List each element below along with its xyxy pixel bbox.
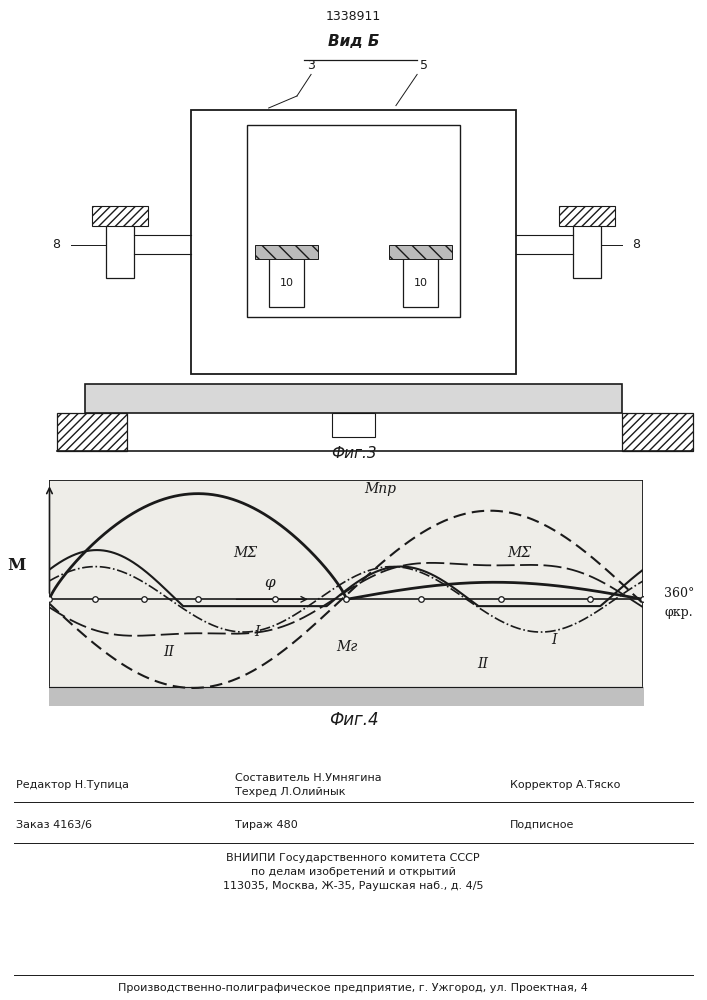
Text: М: М — [7, 557, 25, 574]
Bar — [255, 245, 318, 259]
Text: Тираж 480: Тираж 480 — [235, 820, 298, 830]
Bar — [403, 250, 438, 307]
Bar — [106, 211, 134, 278]
Bar — [269, 250, 304, 307]
Text: Мг: Мг — [336, 640, 357, 654]
Text: φкр.: φкр. — [664, 606, 693, 619]
Text: II: II — [477, 657, 489, 671]
Text: 1338911: 1338911 — [326, 10, 381, 23]
Text: Корректор А.Тяско: Корректор А.Тяско — [510, 780, 620, 790]
Text: 113035, Москва, Ж-35, Раушская наб., д. 4/5: 113035, Москва, Ж-35, Раушская наб., д. … — [223, 881, 484, 891]
Text: Фиг.3: Фиг.3 — [331, 446, 376, 461]
Text: Мпр: Мпр — [364, 482, 396, 496]
Text: 8: 8 — [632, 238, 641, 251]
Text: 360°: 360° — [664, 587, 694, 600]
Text: МΣ: МΣ — [507, 546, 531, 560]
Text: 8: 8 — [52, 238, 61, 251]
Bar — [622, 413, 693, 451]
Text: I: I — [255, 625, 260, 639]
Text: по делам изобретений и открытий: по делам изобретений и открытий — [250, 867, 455, 877]
Bar — [247, 125, 460, 317]
Bar — [332, 413, 375, 437]
Text: I: I — [551, 633, 557, 647]
Text: 10: 10 — [279, 278, 293, 288]
Text: Составитель Н.Умнягина: Составитель Н.Умнягина — [235, 773, 382, 783]
Text: φ: φ — [264, 576, 274, 590]
Bar — [92, 206, 148, 226]
Text: МΣ: МΣ — [233, 546, 257, 560]
Text: Редактор Н.Тупица: Редактор Н.Тупица — [16, 780, 129, 790]
Bar — [191, 110, 516, 374]
Text: 5: 5 — [420, 59, 428, 72]
Text: Вид Б: Вид Б — [328, 34, 379, 49]
Text: Заказ 4163/6: Заказ 4163/6 — [16, 820, 92, 830]
Text: Техред Л.Олийнык: Техред Л.Олийнык — [235, 787, 346, 797]
Bar — [85, 384, 622, 413]
Text: 3: 3 — [307, 59, 315, 72]
Bar — [559, 206, 615, 226]
Bar — [389, 245, 452, 259]
Text: ВНИИПИ Государственного комитета СССР: ВНИИПИ Государственного комитета СССР — [226, 853, 480, 863]
Text: Фиг.4: Фиг.4 — [329, 711, 378, 729]
Bar — [57, 413, 127, 451]
Bar — [573, 211, 601, 278]
Text: Производственно-полиграфическое предприятие, г. Ужгород, ул. Проектная, 4: Производственно-полиграфическое предприя… — [118, 983, 588, 993]
Text: Подписное: Подписное — [510, 820, 574, 830]
Text: II: II — [163, 646, 174, 660]
Text: 10: 10 — [414, 278, 428, 288]
